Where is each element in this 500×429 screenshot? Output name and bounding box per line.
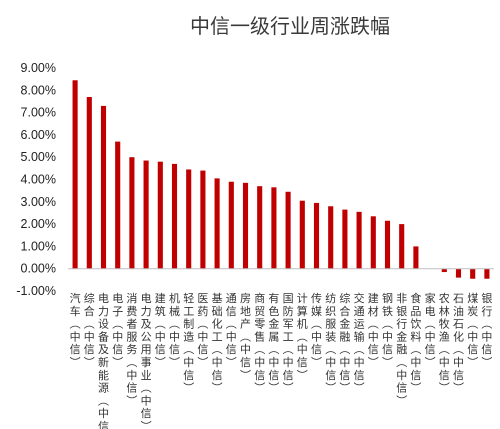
chart-title: 中信一级行业周涨跌幅	[190, 14, 390, 38]
y-axis: 9.00% 8.00% 7.00% 6.00% 5.00% 4.00% 3.00% 2.00%…	[16, 61, 56, 298]
bar	[129, 157, 135, 269]
x-tick-label: 电力及公用事业︵中信︶	[141, 292, 152, 429]
y-tick-label: 0.00%	[21, 262, 56, 276]
bar	[342, 209, 348, 269]
bar	[257, 186, 263, 269]
bar	[470, 268, 476, 279]
bar	[228, 181, 234, 269]
bar	[214, 178, 220, 269]
y-tick-label: 6.00%	[21, 128, 56, 142]
x-tick-label: 综合︵中信︶	[84, 291, 95, 369]
bar	[441, 268, 447, 273]
x-tick-label: 家电︵中信︶	[425, 291, 436, 369]
x-tick-label: 轻工制造︵中信︶	[183, 291, 194, 395]
x-tick-label: 消费者服务︵中信︶	[126, 291, 137, 407]
bar	[384, 220, 391, 269]
x-tick-label: 建材︵中信︶	[368, 291, 379, 369]
bar	[72, 80, 78, 269]
x-tick-label: 医药︵中信︶	[197, 292, 208, 369]
bar	[413, 246, 419, 269]
x-tick-label: 传媒︵中信︶	[311, 292, 322, 369]
x-axis-labels: 汽车︵中信︶综合︵中信︶电力设备及新能源︵中信︶电子︵中信︶消费者服务︵中信︶ 电…	[70, 291, 493, 429]
y-tick-label: 7.00%	[21, 106, 56, 120]
x-tick-label: 煤炭︵中信︶	[467, 292, 478, 369]
x-tick-label: 食品饮料︵中信︶	[410, 291, 421, 395]
bar	[455, 268, 462, 278]
y-tick-label: -1.00%	[16, 284, 56, 298]
x-tick-label: 电子︵中信︶	[112, 292, 123, 369]
x-tick-label: 钢铁︵中信︶	[382, 292, 393, 369]
bar	[356, 211, 362, 269]
y-tick-label: 4.00%	[21, 173, 56, 187]
bar	[299, 200, 305, 269]
bar	[86, 96, 92, 269]
x-tick-label: 商贸零售︵中信︶	[254, 291, 265, 395]
x-tick-label: 机械︵中信︶	[169, 291, 180, 369]
bar	[313, 202, 320, 269]
x-tick-label: 石油石化︵中信︶	[453, 292, 464, 395]
bar	[200, 170, 206, 269]
y-tick-label: 1.00%	[21, 239, 56, 253]
x-tick-label: 交通运输︵中信︶	[354, 291, 365, 395]
bar	[484, 268, 490, 279]
bar	[100, 105, 107, 269]
y-tick-label: 9.00%	[21, 61, 56, 75]
bar	[328, 206, 334, 269]
bar	[242, 182, 249, 269]
bar	[115, 141, 121, 269]
bar	[157, 161, 163, 269]
bar	[370, 216, 376, 269]
x-tick-label: 有色金属︵中信︶	[268, 291, 279, 395]
bar	[271, 187, 277, 269]
bar	[285, 191, 291, 269]
x-tick-label: 建筑︵中信︶	[155, 291, 166, 369]
x-tick-label: 农林牧渔︵中信︶	[439, 291, 450, 395]
bar	[186, 169, 192, 269]
x-tick-label: 电力设备及新能源︵中信︶	[98, 292, 109, 429]
x-tick-label: 银行︵中信︶	[481, 291, 492, 369]
y-tick-label: 3.00%	[21, 195, 56, 209]
x-tick-label: 非银行金融︵中信︶	[396, 292, 407, 407]
bars	[72, 80, 490, 279]
x-tick-label: 计算机︵中信︶	[297, 292, 308, 382]
bar	[399, 224, 405, 269]
x-tick-label: 基础化工︵中信︶	[212, 292, 223, 395]
y-tick-label: 5.00%	[21, 150, 56, 164]
bar	[143, 160, 149, 269]
x-tick-label: 通信︵中信︶	[226, 292, 237, 369]
x-tick-label: 房地产︵中信︶	[240, 292, 251, 382]
x-tick-label: 汽车︵中信︶	[70, 291, 81, 369]
y-tick-label: 2.00%	[21, 217, 56, 231]
y-tick-label: 8.00%	[21, 83, 56, 97]
bar	[171, 163, 178, 269]
x-tick-label: 国防军工︵中信︶	[283, 292, 294, 395]
x-tick-label: 纺织服装︵中信︶	[325, 291, 336, 395]
x-tick-label: 综合金融︵中信︶	[339, 291, 350, 395]
